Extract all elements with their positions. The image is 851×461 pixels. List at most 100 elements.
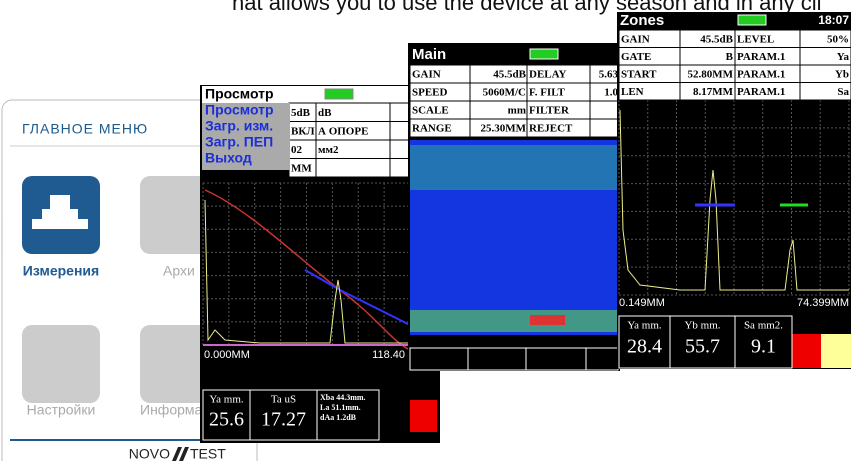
view-screen: Просмотр 5dBdB8ВКЛА ОПОРЕ5202мм20.0ММ Пр… (200, 85, 441, 443)
battery (324, 88, 354, 100)
table-cell: GAIN (412, 69, 441, 81)
table-cell: ММ (291, 162, 312, 174)
table-cell: RANGE (412, 123, 452, 135)
screen-title: Zones (620, 12, 664, 29)
screen-title: Просмотр (205, 86, 274, 102)
table-cell: 25.30MM (480, 123, 526, 135)
readout-label: Yb mm. (684, 320, 720, 332)
box (525, 347, 587, 371)
axis-label: 74.399MM (797, 297, 849, 309)
table-cell: DELAY (529, 69, 567, 81)
battery (737, 14, 767, 26)
info-line: dAa 1.2dB (320, 413, 357, 422)
popup-item[interactable]: Выход (205, 150, 252, 166)
readout-value: 17.27 (261, 409, 306, 431)
popup-item[interactable]: Загр. ПЕП (205, 134, 273, 150)
table-cell: F. FILT (529, 87, 566, 99)
table-cell: 45.5dB (493, 69, 526, 81)
curve (204, 189, 411, 351)
info-line: La 51.1mm. (320, 403, 361, 412)
table-cell: GAIN (621, 33, 650, 45)
readout-label: Ya mm. (627, 320, 662, 332)
readout-value: 55.7 (685, 336, 720, 358)
trace (619, 109, 849, 291)
scan-band (410, 145, 618, 190)
table-cell: 8.17MM (693, 86, 734, 98)
trace (204, 199, 410, 344)
readout-value: 25.6 (209, 409, 244, 431)
title-bar (202, 86, 438, 103)
table-cell: B (726, 51, 734, 63)
axis-label: 0.149MM (619, 297, 665, 309)
brand: NOVO (129, 446, 170, 461)
table-cell: Ya (837, 51, 850, 63)
zones-screen: Zones 18:07 GAIN 45.5dB LEVEL 50%GATE B PARAM… (617, 12, 851, 369)
icon-archive[interactable] (140, 176, 218, 254)
header-text: hat allows you to use the device at any … (232, 0, 821, 15)
indicator (792, 334, 821, 368)
menu-item[interactable]: Архи (163, 263, 195, 279)
box (585, 347, 619, 371)
popup-item[interactable]: Загр. изм. (205, 118, 273, 134)
menu-item[interactable]: Настройки (27, 402, 96, 418)
box (409, 347, 469, 371)
clock: 18:07 (818, 13, 849, 27)
table-cell: LEN (621, 86, 644, 98)
table-cell: SCALE (412, 105, 449, 117)
table-cell: REJECT (529, 123, 573, 135)
menu-title: ГЛАВНОЕ МЕНЮ (22, 121, 148, 137)
popup-item[interactable]: Просмотр (205, 102, 274, 118)
table-cell: PARAM.1 (737, 68, 785, 80)
table-cell: А ОПОРЕ (318, 125, 368, 137)
table-cell: 50% (827, 33, 849, 45)
icon-settings[interactable] (22, 325, 100, 403)
readout-box (734, 315, 793, 369)
readout-box (249, 389, 318, 441)
table-cell: FILTER (529, 105, 570, 117)
table-cell: 5dB (291, 107, 311, 119)
indicator (410, 400, 437, 432)
battery (529, 48, 559, 60)
popup-menu (202, 103, 290, 170)
readout-label: Ta uS (271, 394, 296, 406)
table-cell: 1.0 (604, 87, 618, 99)
brand-slash (172, 447, 189, 461)
table-cell: 02 (291, 144, 303, 156)
readout-value: 28.4 (627, 336, 662, 358)
main-menu: ГЛАВНОЕ МЕНЮ Измерения Архи Настройки Ин… (1, 99, 258, 461)
icon-glyph (32, 195, 88, 229)
screen-title: Main (412, 46, 446, 63)
readout-box (316, 389, 380, 441)
table-cell: dB (318, 107, 332, 119)
indicator (821, 334, 851, 368)
scan-band (410, 310, 618, 332)
table-cell: Yb (835, 68, 849, 80)
readout-label: Sa mm2. (744, 320, 783, 332)
table-cell: 5060M/C (483, 87, 526, 99)
brand: TEST (190, 446, 226, 461)
axis-label: 0.000MM (204, 349, 250, 361)
readout-box (669, 315, 736, 369)
menu-item[interactable]: Измерения (23, 263, 99, 279)
readout-label: Ya mm. (209, 394, 244, 406)
menu-item[interactable]: Информа (140, 402, 203, 418)
table-cell: LEVEL (737, 33, 774, 45)
icon-info[interactable] (140, 325, 218, 403)
table-cell: 52.80MM (687, 68, 733, 80)
axis-label: 118.40 (372, 349, 405, 361)
box (467, 347, 527, 371)
table-cell: 45.5dB (700, 33, 733, 45)
table-cell: PARAM.1 (737, 51, 785, 63)
table-cell: SPEED (412, 87, 448, 99)
table-cell: PARAM.1 (737, 86, 785, 98)
table-cell: GATE (621, 51, 651, 63)
readout-value: 9.1 (751, 336, 776, 358)
table-cell: ВКЛ (291, 125, 315, 137)
readout-box (202, 389, 251, 441)
scan-band (530, 315, 565, 325)
info-line: Xba 44.3mm. (320, 393, 366, 402)
main-screen: Main GAIN 45.5dB DELAY 5.63 SPEED 5060M/C F. F… (408, 43, 621, 371)
table-cell: Sa (837, 86, 849, 98)
table-cell: mm (508, 105, 526, 117)
